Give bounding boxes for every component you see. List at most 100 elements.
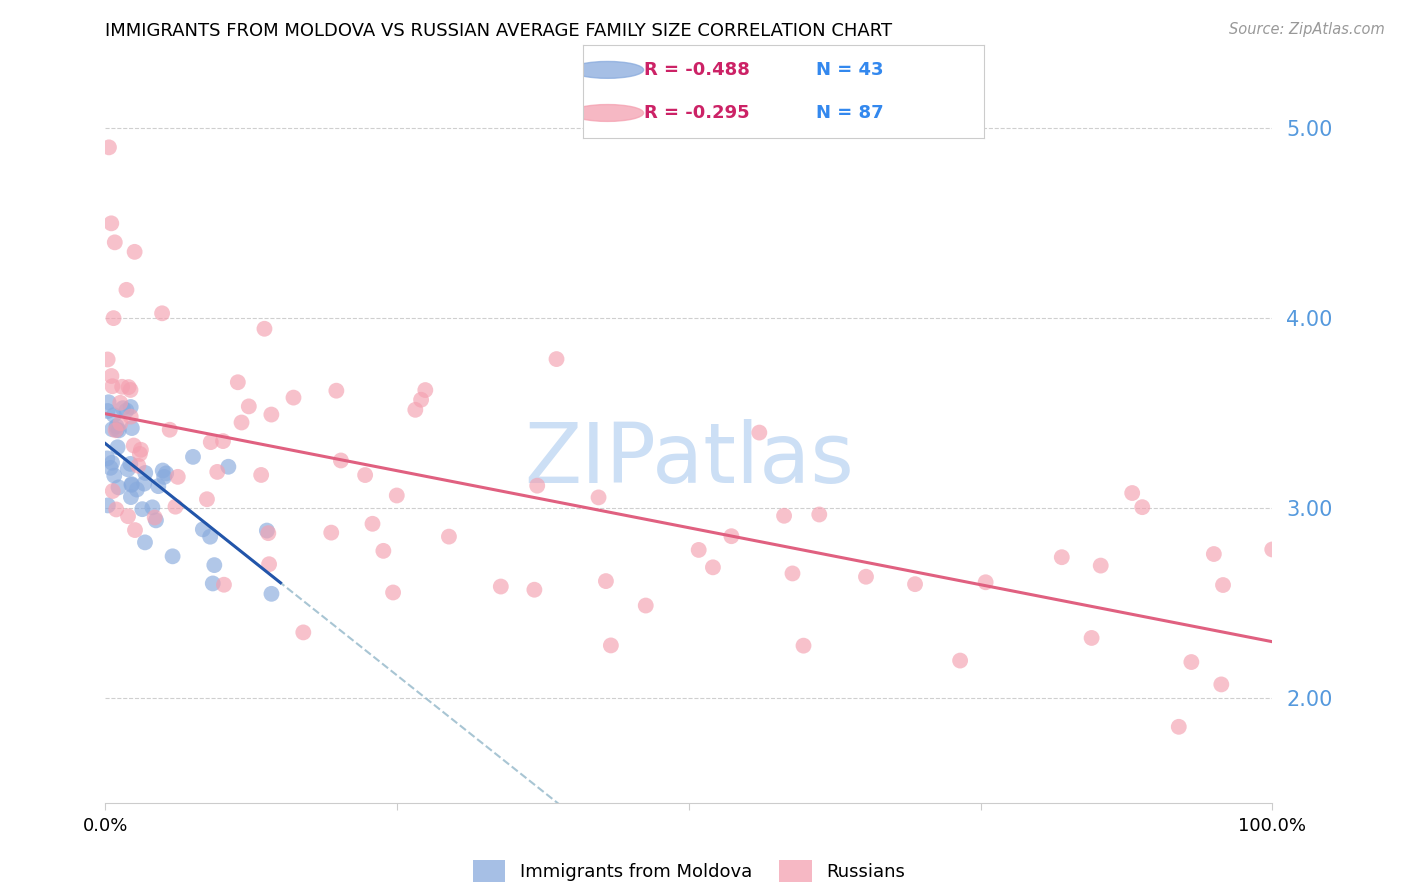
Point bbox=[634, 599, 657, 613]
Point bbox=[373, 544, 395, 558]
Point bbox=[413, 383, 436, 397]
Point bbox=[141, 500, 163, 515]
Point bbox=[104, 235, 127, 250]
Point bbox=[489, 580, 512, 594]
Point bbox=[1212, 578, 1234, 592]
Point bbox=[127, 458, 149, 473]
Point bbox=[134, 535, 156, 549]
Point bbox=[195, 492, 218, 507]
Point bbox=[110, 396, 132, 410]
Point bbox=[904, 577, 927, 591]
Point bbox=[107, 440, 129, 454]
Point bbox=[1261, 542, 1284, 557]
Point bbox=[325, 384, 347, 398]
Point bbox=[720, 529, 742, 543]
Point bbox=[181, 450, 204, 464]
Point bbox=[107, 480, 129, 494]
Point bbox=[599, 639, 621, 653]
Point bbox=[792, 639, 814, 653]
Point bbox=[1090, 558, 1112, 573]
Point bbox=[101, 456, 124, 470]
Point bbox=[145, 513, 167, 527]
Point bbox=[105, 423, 128, 437]
Point bbox=[153, 470, 176, 484]
Point bbox=[253, 322, 276, 336]
Point bbox=[166, 470, 188, 484]
Point bbox=[101, 483, 124, 498]
Point bbox=[125, 483, 148, 497]
Point bbox=[117, 380, 139, 394]
Point bbox=[974, 575, 997, 590]
Point bbox=[97, 404, 120, 418]
Text: Source: ZipAtlas.com: Source: ZipAtlas.com bbox=[1229, 22, 1385, 37]
Point bbox=[129, 442, 152, 457]
Point bbox=[1211, 677, 1233, 691]
Point bbox=[329, 453, 352, 467]
Point bbox=[124, 523, 146, 537]
Point bbox=[120, 457, 142, 471]
Point bbox=[257, 526, 280, 541]
Point bbox=[855, 570, 877, 584]
Point bbox=[523, 582, 546, 597]
Point bbox=[257, 558, 280, 572]
Point bbox=[361, 516, 384, 531]
Point bbox=[702, 560, 724, 574]
Point bbox=[773, 508, 796, 523]
Point bbox=[97, 395, 120, 409]
Point bbox=[202, 558, 225, 573]
Point bbox=[134, 476, 156, 491]
Point bbox=[115, 403, 138, 417]
Point bbox=[588, 491, 610, 505]
Point bbox=[292, 625, 315, 640]
Point bbox=[198, 530, 221, 544]
Point bbox=[121, 477, 143, 491]
Point bbox=[122, 438, 145, 452]
Point bbox=[111, 401, 134, 416]
Point bbox=[409, 392, 432, 407]
Point bbox=[321, 525, 343, 540]
Point bbox=[238, 400, 260, 414]
Circle shape bbox=[571, 104, 644, 121]
Point bbox=[148, 479, 170, 493]
Point bbox=[200, 435, 222, 450]
Point bbox=[128, 447, 150, 461]
Point bbox=[212, 434, 235, 449]
Point bbox=[217, 459, 239, 474]
Point bbox=[103, 311, 125, 326]
Point bbox=[201, 576, 224, 591]
Point bbox=[354, 468, 377, 483]
Point bbox=[1050, 550, 1073, 565]
Text: R = -0.488: R = -0.488 bbox=[644, 61, 749, 78]
Point bbox=[97, 140, 120, 154]
Point bbox=[159, 423, 181, 437]
Point bbox=[162, 549, 184, 564]
Point bbox=[131, 502, 153, 516]
Point bbox=[117, 509, 139, 524]
Point bbox=[101, 379, 124, 393]
Point bbox=[231, 416, 253, 430]
Point bbox=[108, 423, 131, 437]
Point bbox=[120, 409, 142, 424]
Point bbox=[283, 391, 305, 405]
Point bbox=[97, 352, 120, 367]
Point bbox=[105, 419, 128, 434]
Point bbox=[385, 488, 408, 502]
Point bbox=[143, 510, 166, 524]
Text: N = 43: N = 43 bbox=[815, 61, 883, 78]
Legend: Immigrants from Moldova, Russians: Immigrants from Moldova, Russians bbox=[465, 853, 912, 888]
Point bbox=[96, 451, 118, 466]
Text: N = 87: N = 87 bbox=[815, 104, 883, 122]
Point bbox=[124, 244, 146, 259]
Circle shape bbox=[571, 62, 644, 78]
Point bbox=[103, 408, 125, 422]
Point bbox=[949, 654, 972, 668]
Point bbox=[117, 462, 139, 476]
Point bbox=[104, 423, 127, 437]
Point bbox=[100, 216, 122, 230]
Point bbox=[1202, 547, 1225, 561]
Point bbox=[1130, 500, 1153, 515]
Point bbox=[120, 490, 142, 504]
Text: IMMIGRANTS FROM MOLDOVA VS RUSSIAN AVERAGE FAMILY SIZE CORRELATION CHART: IMMIGRANTS FROM MOLDOVA VS RUSSIAN AVERA… bbox=[105, 22, 893, 40]
Point bbox=[105, 502, 128, 516]
Point bbox=[260, 408, 283, 422]
